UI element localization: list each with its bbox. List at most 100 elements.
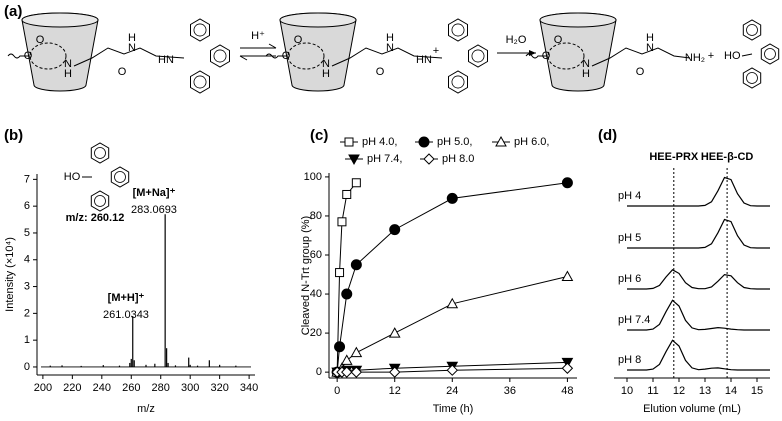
y-axis-title: Intensity (×10⁴) — [4, 237, 16, 312]
series-line — [336, 275, 568, 373]
atom-label: O — [554, 34, 563, 46]
chain-bond — [591, 47, 691, 67]
benzene-ring — [742, 67, 762, 89]
trace — [627, 299, 770, 331]
x-axis-title: m/z — [137, 403, 155, 415]
trace-label: pH 7.4 — [618, 314, 650, 326]
wavy-bond — [7, 53, 30, 59]
y-tick-label: 0 — [24, 361, 30, 373]
marker — [350, 259, 362, 271]
atom-label: H — [582, 68, 590, 80]
marker — [495, 135, 507, 147]
benzene-ring — [90, 142, 110, 164]
benzene-ring — [90, 190, 110, 212]
benzene-ring — [210, 44, 230, 68]
panel-label: (c) — [310, 127, 328, 144]
chain-bond — [331, 47, 443, 67]
marker — [344, 137, 354, 147]
x-tick-label: 200 — [34, 382, 52, 394]
atom-label: H — [64, 68, 72, 80]
arrow-head — [529, 50, 536, 56]
marker — [337, 217, 347, 227]
marker — [389, 224, 401, 236]
marker — [418, 136, 430, 148]
marker — [446, 297, 459, 309]
legend-label: pH 8.0 — [442, 153, 474, 165]
aromatic-circle — [193, 75, 207, 89]
x-tick-label: 36 — [504, 385, 516, 397]
marker — [341, 288, 353, 300]
marker — [335, 268, 345, 278]
atom-label: N — [582, 58, 590, 70]
reference-label: HEE-β-CD — [701, 151, 754, 163]
series-line — [336, 182, 568, 373]
benzene-ring — [448, 70, 468, 94]
y-tick-label: 4 — [24, 254, 30, 266]
benzene-ring — [760, 43, 780, 65]
carbamate-ring — [547, 42, 585, 70]
marker — [561, 362, 574, 374]
atom-label: O — [376, 66, 385, 78]
plus-sign: + — [708, 50, 714, 62]
trace — [627, 176, 770, 207]
marker — [388, 327, 401, 338]
arrow-head — [268, 43, 277, 49]
aromatic-circle — [471, 49, 485, 63]
trace-label: pH 8 — [618, 354, 641, 366]
x-tick-label: 280 — [152, 382, 170, 394]
x-axis-title: Time (h) — [433, 403, 474, 415]
annotation: 261.0343 — [103, 309, 149, 321]
y-tick-label: 3 — [24, 280, 30, 292]
atom-label: O — [294, 34, 303, 46]
aromatic-circle — [451, 23, 465, 37]
atom-label: H — [386, 32, 394, 44]
y-tick-label: 7 — [24, 173, 30, 185]
reagent: H⁺ — [251, 30, 265, 42]
benzene-ring — [110, 166, 130, 188]
x-tick-label: 340 — [240, 382, 258, 394]
benzene-ring — [190, 18, 210, 42]
reference-label: HEE-PRX — [649, 151, 699, 163]
panel-label: (d) — [598, 127, 617, 144]
y-tick-label: 100 — [304, 171, 322, 183]
trace-label: pH 5 — [618, 232, 641, 244]
annotation: m/z: 260.12 — [66, 212, 125, 224]
benzene-ring — [448, 18, 468, 42]
atom-label: N — [322, 58, 330, 70]
x-tick-label: 48 — [561, 385, 573, 397]
marker — [446, 364, 458, 376]
marker — [340, 354, 353, 365]
atom-label: H — [416, 54, 424, 66]
carbamate-ring — [287, 42, 325, 70]
byproduct-label: HO — [724, 50, 741, 62]
legend-label: pH 4.0, — [362, 136, 397, 148]
atom-label: H — [128, 32, 136, 44]
atom-label: N — [646, 42, 654, 54]
marker — [341, 366, 353, 378]
marker — [389, 366, 401, 378]
marker — [423, 153, 435, 165]
y-tick-label: 0 — [316, 366, 322, 378]
y-tick-label: 20 — [310, 327, 322, 339]
y-tick-label: 1 — [24, 334, 30, 346]
x-tick-label: 11 — [647, 385, 658, 397]
atom-label: O — [282, 50, 291, 62]
x-tick-label: 220 — [63, 382, 81, 394]
atom-label: O — [118, 66, 127, 78]
atom-label: H — [158, 54, 166, 66]
x-tick-label: 300 — [181, 382, 199, 394]
x-axis-title: Elution volume (mL) — [643, 403, 741, 415]
trace — [627, 269, 770, 290]
atom-label: H — [646, 32, 654, 44]
atom-label: O — [36, 34, 45, 46]
y-tick-label: 5 — [24, 227, 30, 239]
trace — [627, 218, 770, 249]
carbamate-ring — [29, 42, 67, 70]
aromatic-circle — [746, 24, 758, 36]
cone-rim — [539, 12, 617, 28]
x-tick-label: 0 — [334, 385, 340, 397]
legend-label: pH 5.0, — [437, 136, 472, 148]
aromatic-circle — [451, 75, 465, 89]
trace-label: pH 6 — [618, 273, 641, 285]
